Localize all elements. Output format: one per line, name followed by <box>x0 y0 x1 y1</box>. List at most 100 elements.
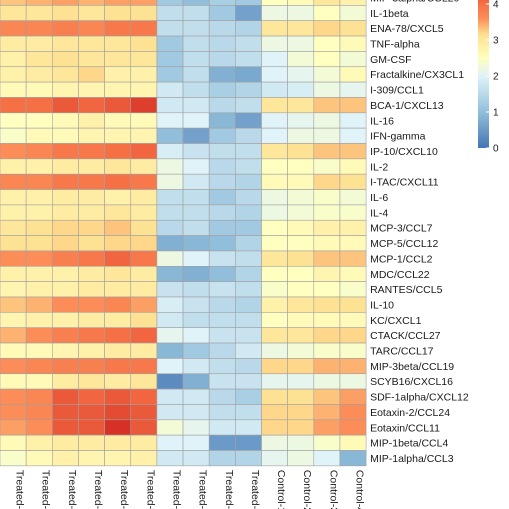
heatmap-cell <box>261 204 288 221</box>
row-label: IL-6 <box>370 192 388 204</box>
heatmap-cell <box>156 373 184 390</box>
heatmap-cell <box>130 342 158 359</box>
heatmap-cell <box>287 265 315 282</box>
heatmap-cell <box>0 173 27 190</box>
heatmap-cell <box>235 388 262 405</box>
heatmap-cell <box>235 404 262 421</box>
heatmap-cell <box>235 342 262 359</box>
heatmap-cell <box>182 97 210 114</box>
heatmap-cell <box>313 5 341 22</box>
heatmap-cell <box>156 204 184 221</box>
column-label: Treated-3 <box>66 470 78 509</box>
heatmap-cell <box>78 281 105 298</box>
heatmap-cell <box>261 189 288 206</box>
heatmap-cell <box>51 342 79 359</box>
heatmap-cell <box>78 97 105 114</box>
heatmap-cell <box>313 112 341 129</box>
heatmap-cell <box>104 112 132 129</box>
heatmap-cell <box>0 388 27 405</box>
heatmap-cell <box>313 312 341 329</box>
heatmap-cell <box>25 112 53 129</box>
heatmap-cell <box>261 0 288 6</box>
heatmap-cell <box>25 189 53 206</box>
heatmap-cell <box>0 35 27 52</box>
row-label: RANTES/CCL5 <box>370 284 443 296</box>
row-label: I-TAC/CXCL11 <box>370 177 439 189</box>
heatmap-cell <box>51 434 79 451</box>
heatmap-cell <box>51 358 79 375</box>
heatmap-cell <box>235 66 262 83</box>
heatmap-cell <box>235 127 262 144</box>
heatmap-cell <box>287 450 315 467</box>
heatmap-cell <box>51 51 79 68</box>
heatmap-cell <box>78 388 105 405</box>
heatmap-cell <box>235 51 262 68</box>
heatmap-cell <box>104 404 132 421</box>
heatmap-cell <box>78 434 105 451</box>
heatmap-cell <box>78 404 105 421</box>
heatmap-cell <box>130 20 158 37</box>
heatmap-cell <box>208 204 236 221</box>
heatmap-cell <box>156 112 184 129</box>
heatmap-cell <box>287 81 315 98</box>
heatmap-cell <box>339 434 367 451</box>
heatmap-cell <box>156 281 184 298</box>
row-label: MIP-3beta/CCL19 <box>370 361 454 373</box>
heatmap-cell <box>235 358 262 375</box>
heatmap-cell <box>0 419 27 436</box>
heatmap-cell <box>130 235 158 252</box>
heatmap-cell <box>104 450 132 467</box>
heatmap-cell <box>235 20 262 37</box>
heatmap-cell <box>130 219 158 236</box>
heatmap-cell <box>208 81 236 98</box>
heatmap-cell <box>208 373 236 390</box>
heatmap-cell <box>156 450 184 467</box>
heatmap-cell <box>51 265 79 282</box>
heatmap-cell <box>156 158 184 175</box>
heatmap-cell <box>182 434 210 451</box>
heatmap-cell <box>287 143 315 160</box>
heatmap-cell <box>104 434 132 451</box>
heatmap-cell <box>104 97 132 114</box>
heatmap-cell <box>25 204 53 221</box>
heatmap-cell <box>287 342 315 359</box>
heatmap-cell <box>313 35 341 52</box>
heatmap-cell <box>261 173 288 190</box>
column-label: Control-3 <box>327 470 339 509</box>
column-label: Treated-2 <box>40 470 52 509</box>
heatmap-cell <box>313 296 341 313</box>
heatmap-cell <box>235 173 262 190</box>
legend-tick-label: 2 <box>493 72 499 83</box>
heatmap-cell <box>78 312 105 329</box>
heatmap-cell <box>51 5 79 22</box>
heatmap-cell <box>51 204 79 221</box>
heatmap-cell <box>130 404 158 421</box>
heatmap-cell <box>156 127 184 144</box>
heatmap-cell <box>78 189 105 206</box>
heatmap-cell <box>261 312 288 329</box>
heatmap-cell <box>78 0 105 6</box>
heatmap-cell <box>25 358 53 375</box>
heatmap-cell <box>182 35 210 52</box>
heatmap-cell <box>130 281 158 298</box>
heatmap-cell <box>261 20 288 37</box>
row-label: ENA-78/CXCL5 <box>370 23 444 35</box>
row-label: IP-10/CXCL10 <box>370 146 438 158</box>
heatmap-cell <box>156 189 184 206</box>
heatmap-cell <box>208 0 236 6</box>
heatmap-cell <box>261 388 288 405</box>
heatmap-cell <box>182 265 210 282</box>
heatmap-cell <box>130 158 158 175</box>
heatmap-cell <box>156 434 184 451</box>
heatmap-cell <box>130 419 158 436</box>
heatmap-cell <box>0 143 27 160</box>
heatmap-cell <box>339 250 367 267</box>
heatmap-cell <box>78 66 105 83</box>
heatmap-cell <box>208 265 236 282</box>
heatmap-cell <box>104 35 132 52</box>
heatmap-cell <box>261 66 288 83</box>
heatmap-cell <box>0 20 27 37</box>
heatmap-cell <box>261 158 288 175</box>
heatmap-cell <box>182 81 210 98</box>
heatmap-cell <box>208 342 236 359</box>
